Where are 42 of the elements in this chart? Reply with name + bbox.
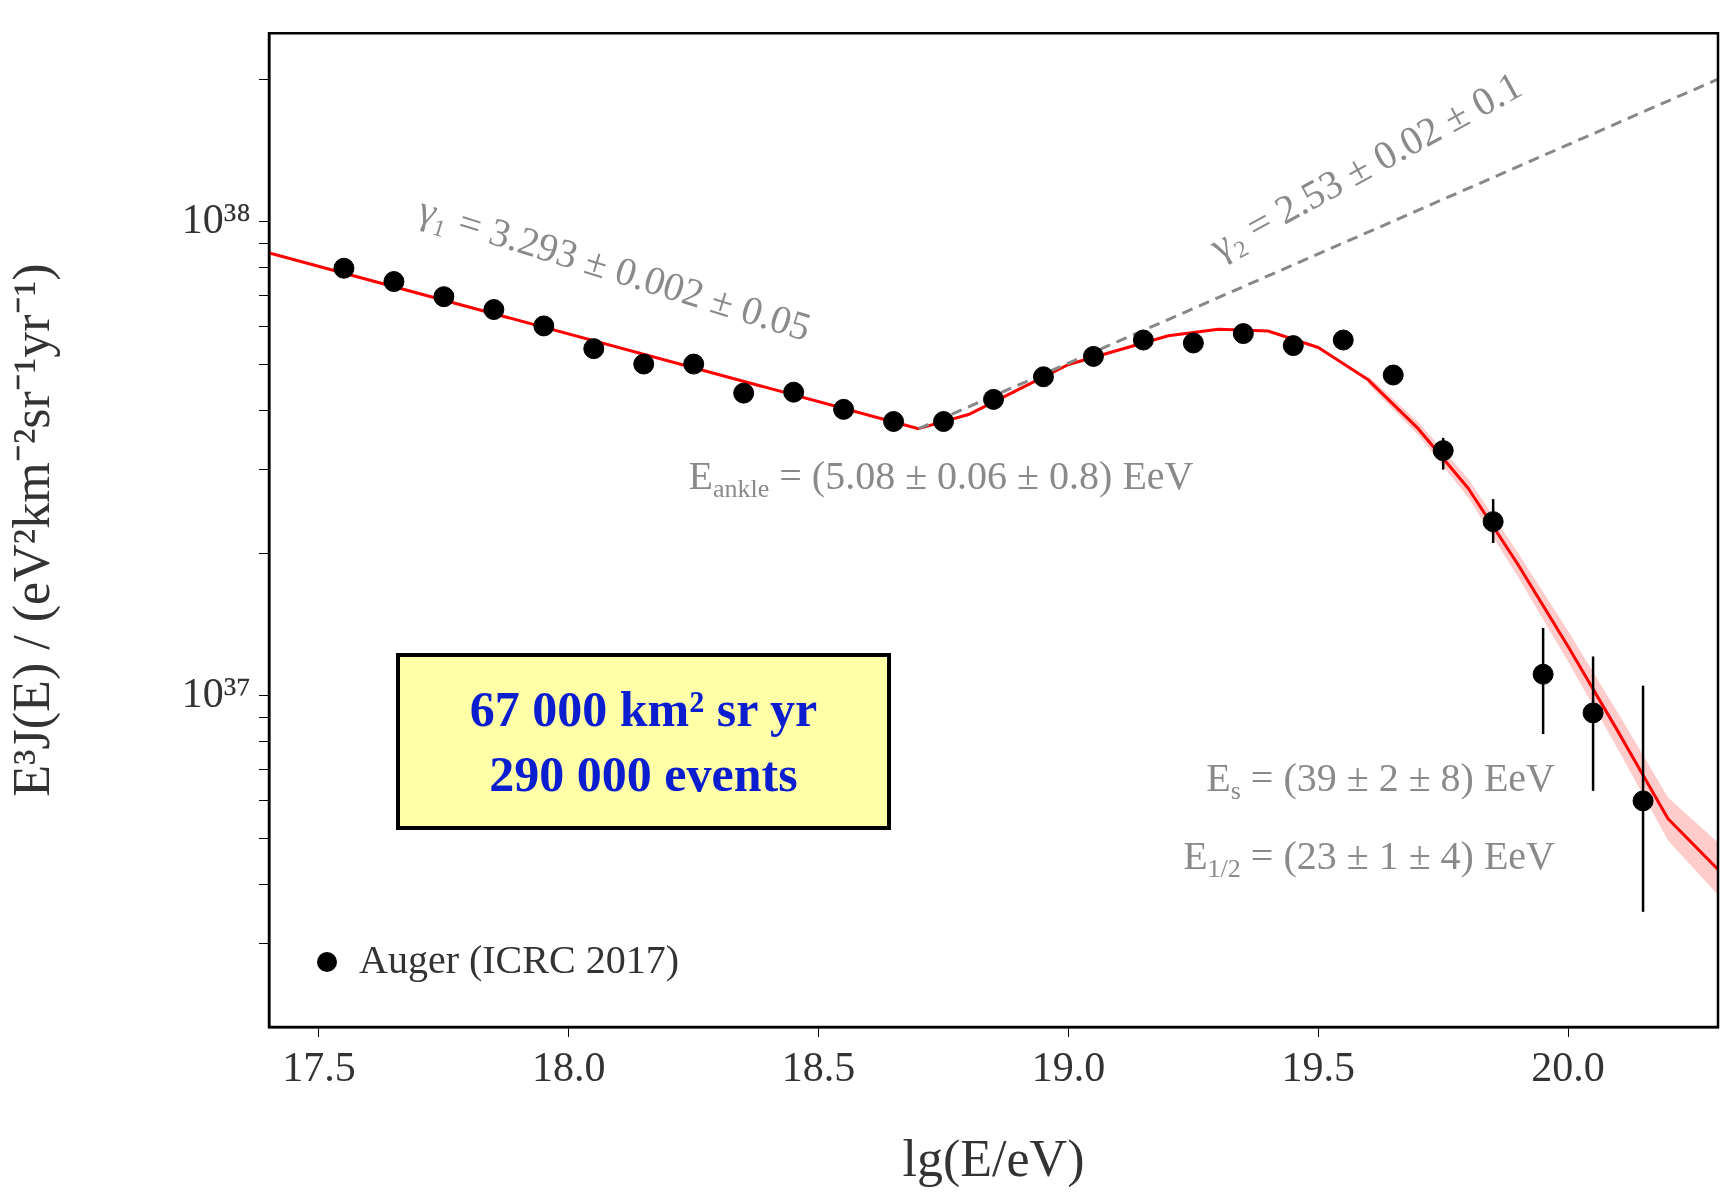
point	[1132, 329, 1154, 351]
point	[383, 271, 405, 293]
point	[1532, 663, 1554, 685]
point	[833, 398, 855, 420]
point	[1332, 329, 1354, 351]
point	[483, 299, 505, 321]
annotation: γ₂ = 2.53 ± 0.02 ± 0.1	[1201, 62, 1530, 270]
point	[1432, 440, 1454, 462]
point	[333, 257, 355, 279]
x-tick-label: 17.5	[282, 1044, 356, 1091]
annotation: 67 000 km² sr yr	[468, 679, 819, 739]
text-box: 67 000 km² sr yr 290 000 events	[396, 653, 891, 830]
point	[533, 315, 555, 337]
x-axis-title: lg(E/eV)	[902, 1130, 1085, 1189]
annotation: γ₁ = 3.293 ± 0.002 ± 0.05	[412, 186, 817, 350]
point	[783, 381, 805, 403]
point	[1282, 335, 1304, 357]
annotation: 290 000 events	[488, 744, 799, 804]
point	[1382, 364, 1404, 386]
y-axis-title: E³J(E) / (eV²km⁻²sr⁻¹yr⁻¹)	[2, 263, 61, 797]
point	[1582, 702, 1604, 724]
point	[1482, 511, 1504, 533]
legend-label: Auger (ICRC 2017)	[359, 936, 679, 982]
x-tick-label: 20.0	[1531, 1044, 1605, 1091]
point	[883, 411, 905, 432]
point	[633, 353, 655, 375]
x-tick-label: 18.5	[781, 1044, 856, 1091]
point	[583, 338, 605, 360]
point	[933, 411, 955, 432]
point	[683, 353, 705, 375]
point	[433, 286, 455, 308]
point	[1082, 345, 1104, 367]
point	[1032, 366, 1054, 388]
y-tick-label: 10³⁸	[181, 195, 251, 242]
x-tick-label: 18.0	[532, 1044, 606, 1091]
x-tick-label: 19.0	[1031, 1044, 1106, 1091]
point	[983, 388, 1004, 410]
point	[1182, 332, 1204, 354]
x-tick-label: 19.5	[1281, 1044, 1356, 1091]
y-tick-label: 10³⁷	[181, 669, 251, 716]
point	[733, 382, 755, 404]
point	[1232, 323, 1254, 345]
